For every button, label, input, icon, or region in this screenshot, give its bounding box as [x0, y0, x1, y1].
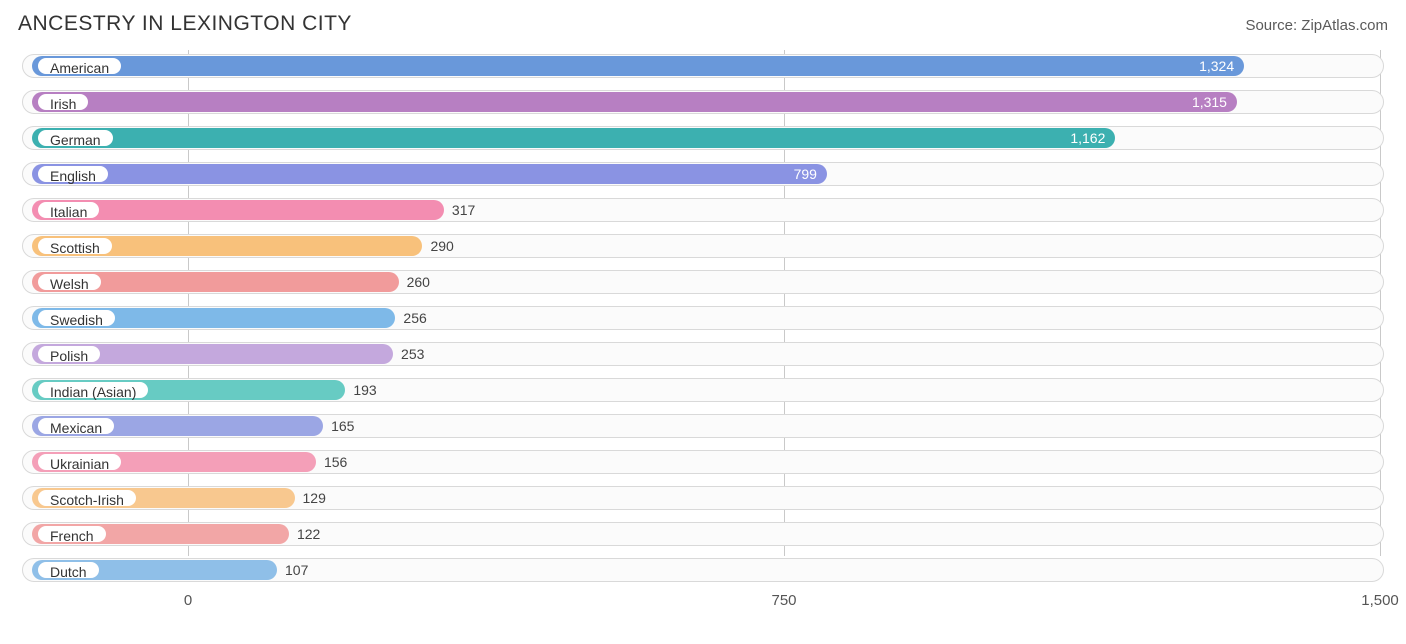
category-pill: German: [36, 128, 115, 148]
value-label: 1,162: [32, 128, 1115, 148]
bar-row: Dutch 107: [22, 554, 1384, 586]
chart-source: Source: ZipAtlas.com: [1245, 17, 1388, 34]
category-pill: Italian: [36, 200, 101, 220]
bar-row: German1,162: [22, 122, 1384, 154]
value-label: 260: [399, 272, 430, 292]
category-pill: French: [36, 524, 108, 544]
bar-row: Swedish 256: [22, 302, 1384, 334]
category-pill: Swedish: [36, 308, 117, 328]
axis-tick: 0: [184, 592, 192, 609]
axis-tick: 1,500: [1361, 592, 1399, 609]
chart-title: ANCESTRY IN LEXINGTON CITY: [18, 12, 352, 36]
value-label: 253: [393, 344, 424, 364]
category-pill: Dutch: [36, 560, 101, 580]
bar-row: Polish 253: [22, 338, 1384, 370]
bar-row: Scottish 290: [22, 230, 1384, 262]
axis-tick: 750: [771, 592, 796, 609]
bar-row: Scotch-Irish 129: [22, 482, 1384, 514]
value-label: 193: [345, 380, 376, 400]
x-axis: 07501,500: [18, 590, 1388, 614]
value-label: 165: [323, 416, 354, 436]
plot-area: American1,324 Irish1,315 German1,162 Englis…: [18, 50, 1384, 586]
bar-row: French 122: [22, 518, 1384, 550]
bar-row: Ukrainian 156: [22, 446, 1384, 478]
value-label: 156: [316, 452, 347, 472]
category-pill: Welsh: [36, 272, 103, 292]
bar-row: Welsh 260: [22, 266, 1384, 298]
category-pill: Mexican: [36, 416, 116, 436]
value-label: 256: [395, 308, 426, 328]
value-label: 317: [444, 200, 475, 220]
bar-row: Irish1,315: [22, 86, 1384, 118]
value-label: 290: [422, 236, 453, 256]
bar-row: English799: [22, 158, 1384, 190]
value-label: 1,315: [32, 92, 1237, 112]
ancestry-bar-chart: American1,324 Irish1,315 German1,162 Englis…: [18, 50, 1388, 614]
bar-row: Italian 317: [22, 194, 1384, 226]
value-label: 1,324: [32, 56, 1244, 76]
bar-row: Mexican 165: [22, 410, 1384, 442]
bar-row: American1,324: [22, 50, 1384, 82]
category-pill: Irish: [36, 92, 90, 112]
category-pill: Scottish: [36, 236, 114, 256]
value-label: 107: [277, 560, 308, 580]
category-pill: Scotch-Irish: [36, 488, 138, 508]
value-label: 799: [32, 164, 827, 184]
category-pill: Indian (Asian): [36, 380, 150, 400]
value-label: 122: [289, 524, 320, 544]
category-pill: English: [36, 164, 110, 184]
category-pill: Polish: [36, 344, 102, 364]
value-label: 129: [295, 488, 326, 508]
category-pill: American: [36, 56, 123, 76]
bar-row: Indian (Asian) 193: [22, 374, 1384, 406]
category-pill: Ukrainian: [36, 452, 123, 472]
